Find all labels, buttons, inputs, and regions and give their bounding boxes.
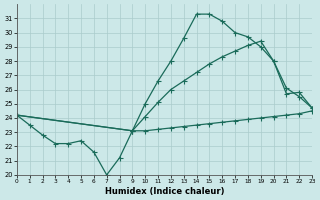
X-axis label: Humidex (Indice chaleur): Humidex (Indice chaleur) bbox=[105, 187, 224, 196]
